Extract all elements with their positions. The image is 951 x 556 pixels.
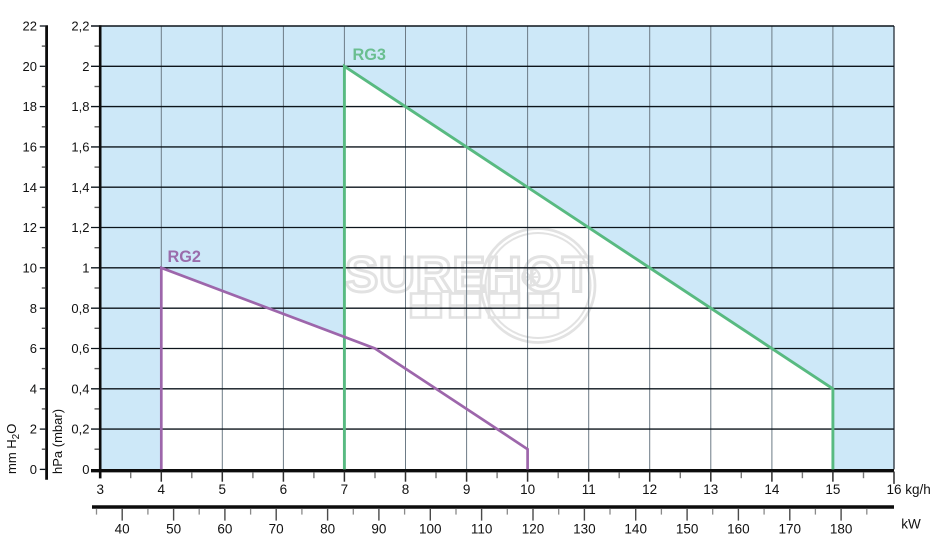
svg-text:4: 4 xyxy=(30,381,37,396)
svg-text:kW: kW xyxy=(901,517,921,532)
svg-text:16 kg/h: 16 kg/h xyxy=(887,482,931,497)
svg-text:110: 110 xyxy=(471,522,493,537)
svg-text:8: 8 xyxy=(30,301,37,316)
svg-text:12: 12 xyxy=(23,220,37,235)
svg-text:1,6: 1,6 xyxy=(71,140,89,155)
svg-text:100: 100 xyxy=(419,522,442,537)
svg-text:60: 60 xyxy=(217,522,232,537)
svg-text:9: 9 xyxy=(463,482,471,497)
svg-text:130: 130 xyxy=(573,522,596,537)
svg-text:22: 22 xyxy=(23,19,37,34)
svg-text:80: 80 xyxy=(320,522,335,537)
svg-text:6: 6 xyxy=(30,341,37,356)
svg-text:8: 8 xyxy=(402,482,410,497)
svg-text:18: 18 xyxy=(23,99,37,114)
svg-text:16: 16 xyxy=(23,140,37,155)
svg-text:140: 140 xyxy=(624,522,647,537)
svg-text:0: 0 xyxy=(82,462,89,477)
svg-text:90: 90 xyxy=(371,522,386,537)
svg-text:0,8: 0,8 xyxy=(71,301,89,316)
svg-text:40: 40 xyxy=(115,522,130,537)
svg-text:2,2: 2,2 xyxy=(71,19,89,34)
svg-text:0,2: 0,2 xyxy=(71,422,89,437)
svg-text:160: 160 xyxy=(727,522,750,537)
svg-text:170: 170 xyxy=(779,522,802,537)
svg-text:10: 10 xyxy=(520,482,535,497)
svg-text:50: 50 xyxy=(166,522,181,537)
svg-text:0: 0 xyxy=(30,462,37,477)
svg-text:15: 15 xyxy=(825,482,840,497)
svg-text:6: 6 xyxy=(280,482,288,497)
svg-text:120: 120 xyxy=(522,522,545,537)
svg-text:1: 1 xyxy=(82,260,89,275)
svg-text:RG2: RG2 xyxy=(168,248,201,266)
svg-text:1,2: 1,2 xyxy=(71,220,89,235)
svg-text:7: 7 xyxy=(341,482,349,497)
svg-text:14: 14 xyxy=(23,180,37,195)
svg-text:2: 2 xyxy=(82,59,89,74)
svg-text:14: 14 xyxy=(764,482,780,497)
svg-text:13: 13 xyxy=(703,482,718,497)
svg-text:2: 2 xyxy=(30,422,37,437)
svg-text:hPa (mbar): hPa (mbar) xyxy=(50,409,65,474)
svg-text:10: 10 xyxy=(23,260,37,275)
svg-text:3: 3 xyxy=(96,482,104,497)
svg-text:150: 150 xyxy=(676,522,699,537)
svg-text:180: 180 xyxy=(830,522,853,537)
svg-text:0,4: 0,4 xyxy=(71,381,89,396)
svg-text:1,4: 1,4 xyxy=(71,180,89,195)
svg-text:RG3: RG3 xyxy=(353,46,386,64)
svg-text:20: 20 xyxy=(23,59,37,74)
svg-text:11: 11 xyxy=(582,482,596,497)
svg-text:5: 5 xyxy=(219,482,227,497)
svg-text:12: 12 xyxy=(642,482,657,497)
svg-text:70: 70 xyxy=(269,522,284,537)
svg-text:4: 4 xyxy=(158,482,166,497)
svg-text:0,6: 0,6 xyxy=(71,341,89,356)
svg-text:1,8: 1,8 xyxy=(71,99,89,114)
